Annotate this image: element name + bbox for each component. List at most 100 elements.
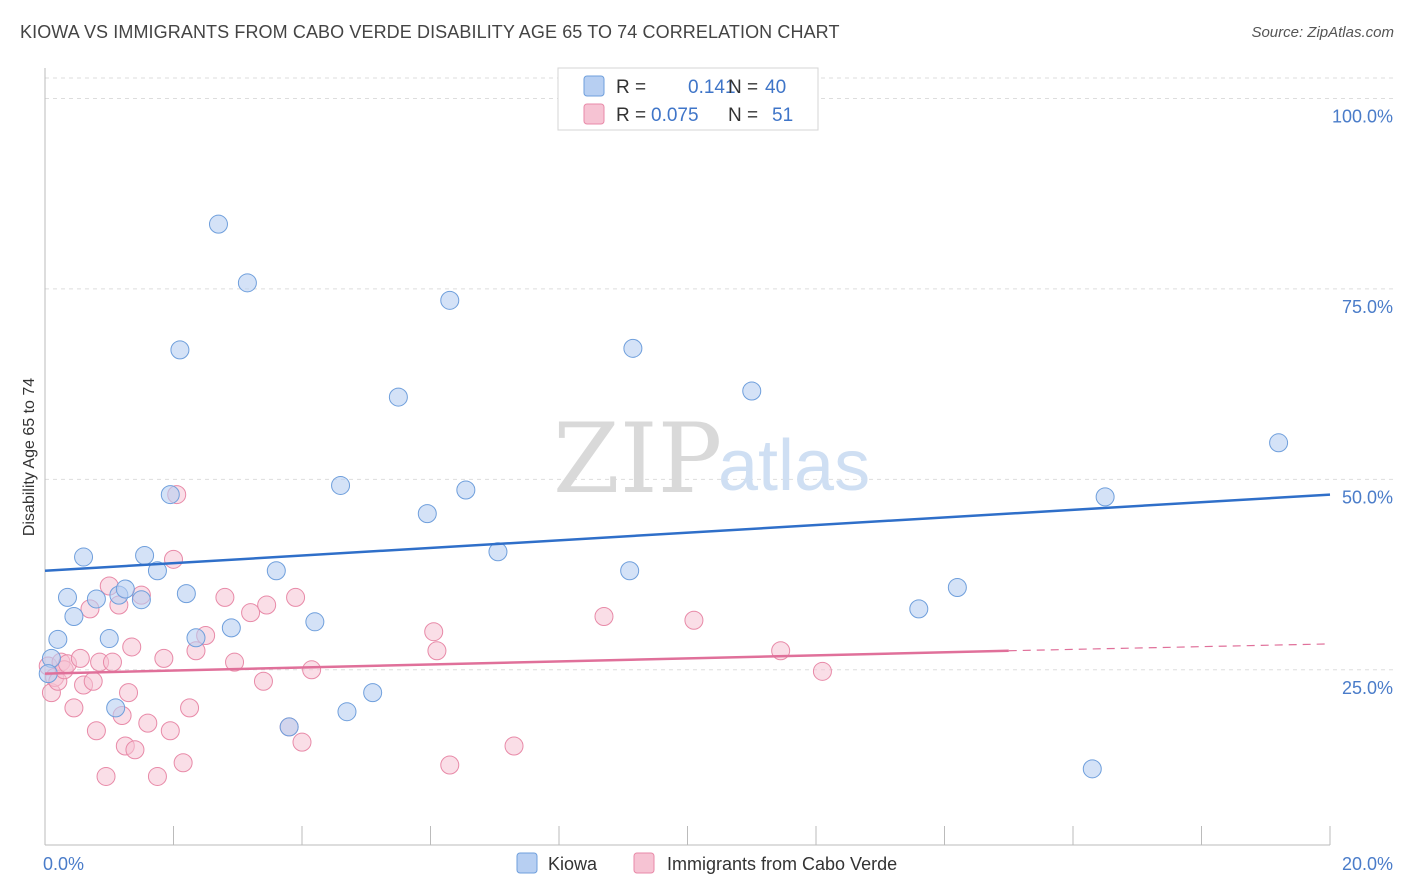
data-point-cabo-verde [86,721,106,741]
legend-r-label-cabo-verde: R = [616,105,646,126]
x-tick-labels: 0.0% 20.0% [43,854,1393,874]
data-point-cabo-verde [83,671,103,691]
data-point-kiowa [99,629,119,649]
data-point-cabo-verde [138,713,158,733]
data-point-cabo-verde [292,732,312,752]
data-point-kiowa [221,618,241,638]
bottom-legend: Kiowa Immigrants from Cabo Verde [516,852,897,874]
data-point-cabo-verde [173,753,193,773]
data-point-cabo-verde [70,648,90,668]
data-point-kiowa [57,587,77,607]
data-point-cabo-verde [102,652,122,672]
data-point-kiowa [620,561,640,581]
legend-r-label-kiowa: R = [616,77,646,98]
data-point-cabo-verde [180,698,200,718]
data-point-cabo-verde [440,755,460,775]
data-point-kiowa [86,589,106,609]
data-point-kiowa [266,561,286,581]
data-point-kiowa [48,629,68,649]
data-point-kiowa [1095,487,1115,507]
legend-n-label-kiowa: N = [728,77,758,98]
data-point-kiowa [456,480,476,500]
data-point-cabo-verde [424,622,444,642]
data-point-kiowa [279,717,299,737]
data-point-kiowa [135,546,155,566]
data-point-cabo-verde [504,736,524,756]
data-point-kiowa [208,214,228,234]
bottom-legend-swatch-cabo-verde [633,852,655,874]
data-point-kiowa [237,273,257,293]
data-point-kiowa [106,698,126,718]
data-point-kiowa [305,612,325,632]
data-point-kiowa [115,579,135,599]
data-point-kiowa [947,578,967,598]
y-tick-labels: 25.0% 50.0% 75.0% 100.0% [1332,106,1393,697]
trend-line-kiowa [44,493,1331,573]
data-point-cabo-verde [215,587,235,607]
data-point-kiowa [160,485,180,505]
y-tick-label: 75.0% [1342,297,1393,317]
data-point-kiowa [331,475,351,495]
data-point-kiowa [363,683,383,703]
axes [44,68,1331,846]
data-point-kiowa [417,504,437,524]
data-point-cabo-verde [160,721,180,741]
kiowa-points [38,214,1289,779]
data-point-cabo-verde [302,660,322,680]
data-point-cabo-verde [427,641,447,661]
data-point-kiowa [388,387,408,407]
data-point-kiowa [176,584,196,604]
data-point-cabo-verde [125,740,145,760]
legend-n-value-cabo-verde: 51 [772,105,793,126]
data-point-cabo-verde [154,648,174,668]
legend-r-value-cabo-verde: 0.075 [651,105,699,126]
data-point-kiowa [147,561,167,581]
watermark-atlas: atlas [718,426,870,506]
data-point-kiowa [170,340,190,360]
data-point-kiowa [186,628,206,648]
legend-n-label-cabo-verde: N = [728,105,758,126]
watermark-zip: ZIP [553,403,722,515]
legend-swatch-cabo-verde [583,103,605,125]
legend-swatch-kiowa [583,75,605,97]
x-tick-label: 20.0% [1342,854,1393,874]
bottom-legend-swatch-kiowa [516,852,538,874]
data-point-kiowa [909,599,929,619]
data-point-kiowa [337,702,357,722]
data-point-cabo-verde [812,661,832,681]
data-point-cabo-verde [122,637,142,657]
data-point-kiowa [440,290,460,310]
data-point-kiowa [1269,433,1289,453]
legend-n-value-kiowa: 40 [765,77,786,98]
trend-line-cabo-verde [44,649,1009,675]
data-point-kiowa [131,590,151,610]
legend-r-value-kiowa: 0.141 [688,77,736,98]
data-point-cabo-verde [147,766,167,786]
y-tick-label: 50.0% [1342,487,1393,507]
data-point-cabo-verde [257,595,277,615]
y-tick-label: 100.0% [1332,106,1393,126]
data-point-cabo-verde [225,652,245,672]
data-point-cabo-verde [253,671,273,691]
data-point-kiowa [742,381,762,401]
data-point-cabo-verde [241,603,261,623]
y-axis-label: Disability Age 65 to 74 [21,378,38,536]
trend-line-cabo-verde-extension [1008,643,1331,652]
data-point-kiowa [64,606,84,626]
data-point-cabo-verde [164,549,183,569]
grid [45,77,1393,671]
data-point-cabo-verde [64,698,84,718]
data-point-cabo-verde [96,766,116,786]
data-point-cabo-verde [119,683,139,703]
data-point-kiowa [623,338,643,358]
data-point-cabo-verde [286,587,306,607]
trend-lines [44,493,1331,675]
bottom-legend-kiowa: Kiowa [548,854,598,874]
data-point-kiowa [74,547,94,567]
source-credit: Source: ZipAtlas.com [1251,24,1394,41]
x-tick-label: 0.0% [43,854,84,874]
chart-title: KIOWA VS IMMIGRANTS FROM CABO VERDE DISA… [20,22,840,42]
watermark: ZIP atlas [553,403,870,515]
data-point-kiowa [1082,759,1102,779]
